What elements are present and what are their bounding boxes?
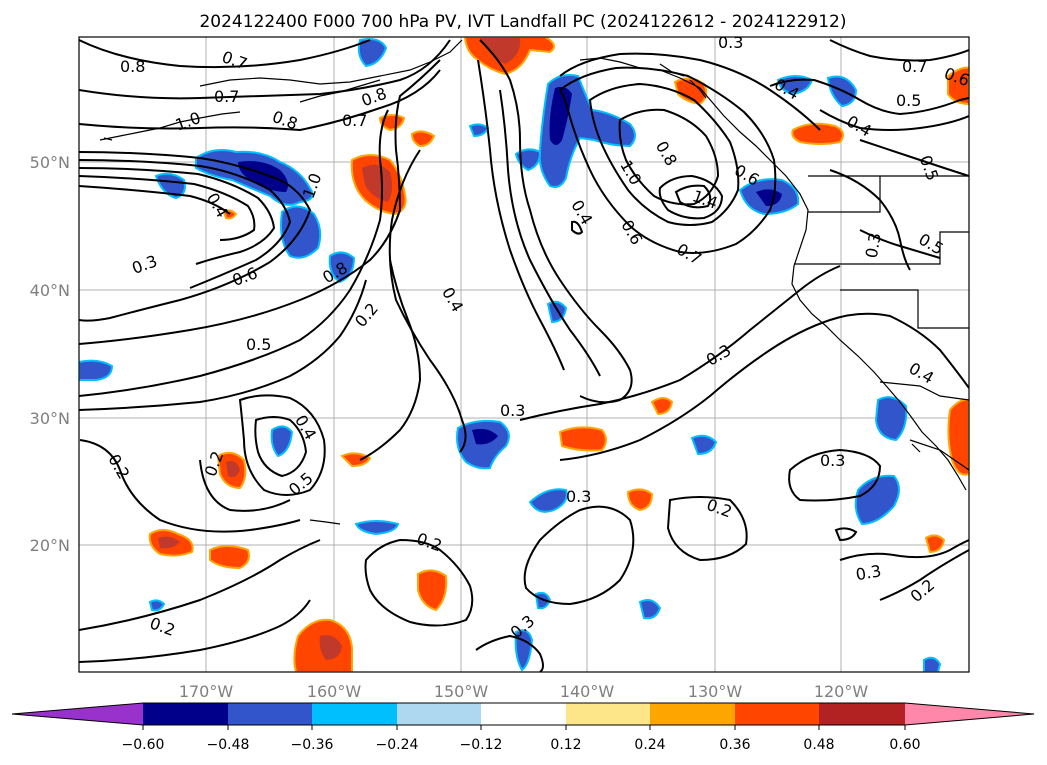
colorbar-segment xyxy=(397,703,481,725)
pos-anom-10 xyxy=(626,488,654,512)
pv-contours xyxy=(79,39,969,672)
colorbar-segment xyxy=(481,703,566,725)
colorbar-segment xyxy=(735,703,819,725)
map-frame xyxy=(78,36,970,673)
neg-anom-21 xyxy=(148,599,166,612)
lon-tick: 160°W xyxy=(307,682,362,701)
colorbar-extend-low xyxy=(12,703,143,725)
pos-anom-14 xyxy=(209,545,250,570)
colorbar-tick-label: −0.60 xyxy=(122,737,165,753)
neg-anom-7 xyxy=(357,38,388,68)
colorbar-segment xyxy=(312,703,397,725)
colorbar-tick-labels: −0.60 −0.48 −0.36 −0.24 −0.12 0.12 0.24 … xyxy=(122,737,921,753)
pos-anom-17 xyxy=(924,534,946,554)
colorbar-tick-marks xyxy=(142,725,906,730)
colorbar-segment xyxy=(228,703,312,725)
lon-tick: 140°W xyxy=(560,682,615,701)
lat-tick: 50°N xyxy=(30,153,70,172)
contour-label: 0.8 xyxy=(120,57,145,76)
neg-anom-25 xyxy=(923,656,942,672)
pos-anom-7 xyxy=(673,77,708,106)
neg-anom-1 xyxy=(538,74,636,188)
pos-anom-11 xyxy=(216,451,247,490)
neg-anom-22 xyxy=(514,629,534,672)
colorbar-tick-label: 0.12 xyxy=(550,737,581,753)
contour-label: 0.7 xyxy=(342,111,367,130)
pos-anom-2 xyxy=(350,154,407,216)
colorbar-extend-high xyxy=(905,703,1034,725)
contour-label: 0.7 xyxy=(902,57,927,76)
neg-anom-20 xyxy=(638,599,662,620)
contour-label: 0.5 xyxy=(896,91,921,110)
neg-anom-16 xyxy=(690,434,718,456)
neg-anom-13 xyxy=(528,488,568,513)
neg-anom-8 xyxy=(738,178,800,216)
neg-anom-5 xyxy=(154,172,186,200)
map-panel: 0.8 0.7 0.7 0.8 0.7 0.8 1.0 0.4 1.0 0.3 … xyxy=(30,33,970,701)
contour-label: 0.3 xyxy=(862,231,885,259)
colorbar-segment xyxy=(566,703,650,725)
lon-tick-labels: 170°W 160°W 150°W 140°W 130°W 120°W xyxy=(179,682,869,701)
colorbar-tick-label: −0.48 xyxy=(207,737,250,753)
colorbar-tick-label: 0.24 xyxy=(634,737,665,753)
colorbar-segment xyxy=(143,703,228,725)
neg-anom-14 xyxy=(854,474,900,526)
contour-label: 0.3 xyxy=(566,487,591,506)
pos-anom-18 xyxy=(947,398,969,476)
lat-tick: 20°N xyxy=(30,536,70,555)
pos-anom-12 xyxy=(340,452,372,468)
colorbar-tick-label: 0.36 xyxy=(719,737,750,753)
colorbar-tick-label: −0.12 xyxy=(460,737,503,753)
colorbar: −0.60 −0.48 −0.36 −0.24 −0.12 0.12 0.24 … xyxy=(11,702,1035,753)
pos-anom-6 xyxy=(947,66,969,106)
neg-anom-17 xyxy=(354,520,400,536)
neg-anom-15 xyxy=(874,396,908,442)
contour-label: 0.3 xyxy=(854,561,882,584)
contour-label: 0.3 xyxy=(820,451,845,470)
contour-label: 0.5 xyxy=(246,335,271,354)
neg-anom-11 xyxy=(456,419,510,470)
map-title: 2024122400 F000 700 hPa PV, IVT Landfall… xyxy=(199,12,846,32)
colorbar-tick-label: −0.36 xyxy=(291,737,334,753)
pos-anom-5 xyxy=(791,122,845,145)
lat-tick: 30°N xyxy=(30,409,70,428)
contour-label: 0.3 xyxy=(718,33,743,52)
lon-tick: 130°W xyxy=(688,682,743,701)
neg-anom-18 xyxy=(79,359,114,381)
contour-label: 0.7 xyxy=(214,87,239,106)
colorbar-segment xyxy=(650,703,735,725)
colorbar-segments xyxy=(12,703,1034,725)
pos-anom-4 xyxy=(410,130,436,148)
pos-anom-9 xyxy=(650,397,674,416)
contour-label: 0.3 xyxy=(500,401,525,420)
lat-tick-labels: 50°N 40°N 30°N 20°N xyxy=(30,153,70,555)
pos-anom-8 xyxy=(558,426,607,452)
lon-tick: 120°W xyxy=(814,682,869,701)
neg-anom-4 xyxy=(280,205,322,259)
lon-tick: 150°W xyxy=(434,682,489,701)
pos-anom-15 xyxy=(417,569,448,612)
gridlines xyxy=(79,37,969,672)
lat-tick: 40°N xyxy=(30,281,70,300)
pos-anom-13 xyxy=(148,529,194,557)
colorbar-tick-label: 0.48 xyxy=(803,737,834,753)
neg-anom-12 xyxy=(270,425,294,458)
colorbar-segment xyxy=(819,703,905,725)
colorbar-tick-label: −0.24 xyxy=(376,737,419,753)
colorbar-tick-label: 0.60 xyxy=(889,737,920,753)
lon-tick: 170°W xyxy=(179,682,234,701)
pos-anom-16 xyxy=(293,618,354,672)
